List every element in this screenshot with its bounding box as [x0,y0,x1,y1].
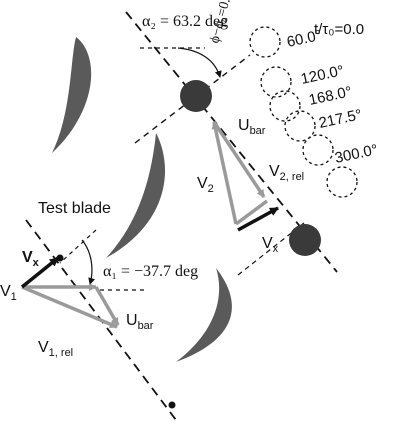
phase-label-300: 300.0° [333,141,379,167]
alpha2-label: α₂ = 63.2 deg [142,13,228,30]
test-blade-label: Test blade [38,200,111,217]
phase-circle-extra [326,166,358,198]
v1rel-label: V1, rel [38,339,73,359]
phase-circle-120 [260,66,292,98]
phase-label-120: 120.0° [299,62,345,88]
wake-phase-0 [180,80,212,112]
alpha1-arc [81,239,96,285]
alpha2-arc [177,47,222,78]
phase-label-60: 60.0° [285,27,323,51]
phase-header: ϕ−ϕ₀=0.0° [207,0,237,45]
v2rel-vector [234,199,269,226]
vx-top-label: Vx [22,249,40,269]
ubar-top-label: Ubar [238,117,266,137]
v2-vector [211,121,238,225]
phase-circle-60 [249,26,281,58]
v1-label: V1 [0,283,17,303]
inlet-reference-line [59,229,97,264]
alpha1-label: α₁ = −37.7 deg [103,263,198,280]
small-node-lower [168,401,176,409]
ubar-bottom-vector [94,286,120,326]
wake-lower [289,224,321,256]
test-blade [176,268,232,362]
wake-axis-line [125,11,338,273]
phase-circle-300 [302,134,334,166]
phase-label-217: 217.5° [317,106,363,132]
v2rel-label: V2, rel [269,163,304,183]
vx-top-vector [20,256,60,289]
phase-circle-217 [284,110,316,142]
blade-1 [52,37,92,153]
phase-circle-168 [269,90,301,122]
time-header: t/τ₀=0.0 [314,21,364,38]
ubar-bottom-label: Ubar [126,312,154,332]
blade-2 [106,133,166,258]
vx-right-label: Vx [262,235,279,255]
phase-label-168: 168.0° [307,83,353,109]
v1rel-vector [21,285,118,329]
outlet-angle-line [134,54,251,144]
v2-label: V2 [197,175,214,195]
vx-right-vector [237,206,279,232]
ubar-top-vector [212,121,266,198]
